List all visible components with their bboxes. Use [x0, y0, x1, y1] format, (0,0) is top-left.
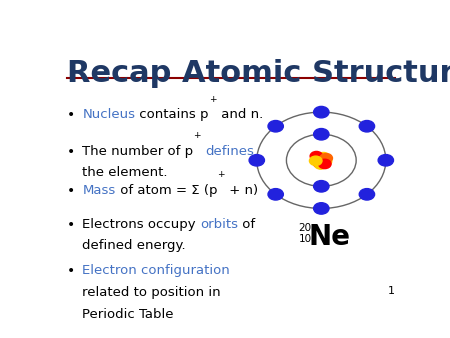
Text: orbits: orbits — [200, 218, 238, 231]
Circle shape — [315, 160, 327, 169]
Text: of: of — [238, 218, 256, 231]
Text: •: • — [67, 184, 75, 198]
Circle shape — [359, 189, 374, 200]
Circle shape — [359, 121, 374, 132]
Text: +: + — [194, 131, 201, 140]
Text: Nucleus: Nucleus — [82, 108, 135, 121]
Text: Recap Atomic Structure: Recap Atomic Structure — [67, 59, 450, 88]
Circle shape — [314, 180, 329, 192]
Circle shape — [310, 151, 323, 161]
Text: defines: defines — [206, 145, 255, 158]
Text: Mass: Mass — [82, 184, 116, 197]
Circle shape — [320, 153, 333, 163]
Text: +: + — [217, 170, 225, 179]
Circle shape — [310, 156, 322, 166]
Circle shape — [317, 152, 330, 162]
Circle shape — [268, 121, 284, 132]
Text: the element.: the element. — [82, 166, 168, 179]
Text: Periodic Table: Periodic Table — [82, 308, 174, 320]
Text: The number of p: The number of p — [82, 145, 194, 158]
Text: defined energy.: defined energy. — [82, 239, 186, 252]
Text: + n): + n) — [225, 184, 258, 197]
Text: •: • — [67, 264, 75, 279]
Text: 20: 20 — [299, 223, 312, 233]
Text: •: • — [67, 145, 75, 159]
Text: +: + — [209, 95, 216, 104]
Text: related to position in: related to position in — [82, 286, 221, 299]
Circle shape — [249, 154, 265, 166]
Circle shape — [313, 158, 325, 168]
Text: contains p: contains p — [135, 108, 209, 121]
Text: •: • — [67, 218, 75, 232]
Circle shape — [378, 154, 393, 166]
Text: Ne: Ne — [308, 223, 351, 251]
Text: •: • — [67, 108, 75, 122]
Text: Electron configuration: Electron configuration — [82, 264, 230, 277]
Circle shape — [314, 128, 329, 140]
Text: Electrons occupy: Electrons occupy — [82, 218, 200, 231]
Text: 1: 1 — [387, 286, 395, 296]
Text: of atom = Σ (p: of atom = Σ (p — [116, 184, 217, 197]
Circle shape — [315, 155, 328, 165]
Circle shape — [314, 203, 329, 214]
Circle shape — [319, 156, 332, 166]
Circle shape — [311, 154, 324, 163]
Text: 10: 10 — [299, 234, 312, 244]
Text: and n.: and n. — [217, 108, 263, 121]
Circle shape — [314, 106, 329, 118]
Circle shape — [268, 189, 284, 200]
Circle shape — [319, 159, 331, 169]
